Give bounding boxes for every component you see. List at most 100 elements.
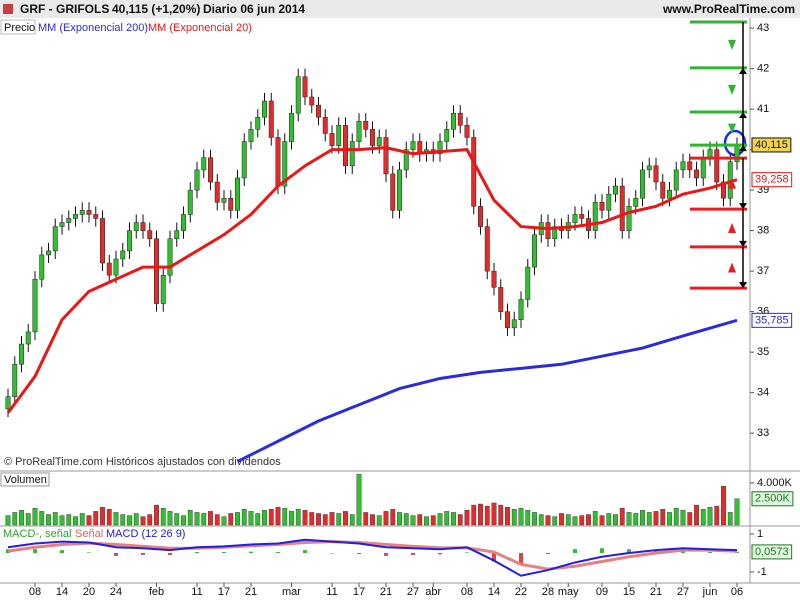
candle-body bbox=[606, 193, 612, 211]
candle-body bbox=[39, 254, 45, 280]
header: GRF - GRIFOLS 40,115 (+1,20%) Diario 06 … bbox=[3, 2, 795, 16]
candle-body bbox=[505, 311, 510, 329]
x-tick-label: feb bbox=[149, 586, 164, 598]
moving-average bbox=[6, 146, 738, 414]
candle-body bbox=[46, 250, 51, 256]
legend-entry: MM (Exponencial 200) bbox=[38, 22, 148, 34]
candle-body bbox=[552, 226, 558, 239]
candle-body bbox=[255, 116, 261, 130]
candle-body bbox=[120, 250, 126, 260]
x-tick-label: 20 bbox=[83, 586, 95, 598]
legend-entry: Señal bbox=[75, 528, 103, 540]
histogram-bar bbox=[546, 552, 550, 554]
candle-body bbox=[140, 222, 146, 231]
candle-body bbox=[457, 112, 463, 126]
histogram-bar bbox=[627, 549, 631, 553]
x-tick-label: may bbox=[558, 586, 579, 598]
x-tick-label: 14 bbox=[488, 586, 500, 598]
histogram-bar bbox=[87, 552, 91, 553]
candle-body bbox=[653, 165, 659, 183]
volume-bar bbox=[491, 502, 497, 526]
volume-bar bbox=[707, 506, 713, 526]
histogram-bar bbox=[33, 549, 37, 553]
volume-bar bbox=[127, 515, 132, 526]
candle-body bbox=[25, 331, 31, 345]
candle-body bbox=[599, 202, 605, 211]
volume-bar bbox=[52, 512, 58, 526]
y-tick-label: 42 bbox=[757, 63, 769, 75]
volume-bar bbox=[424, 516, 429, 526]
price-plot bbox=[5, 68, 740, 463]
volume-bar bbox=[727, 512, 733, 526]
volume-bar bbox=[268, 509, 274, 526]
volume-bar bbox=[120, 514, 126, 526]
x-tick-label: 22 bbox=[515, 586, 527, 598]
legend-entry: MM (Exponencial 20) bbox=[148, 22, 252, 34]
candle-body bbox=[187, 189, 193, 215]
panel-title-box bbox=[0, 472, 50, 487]
volume-bar bbox=[626, 512, 632, 526]
volume-bar bbox=[417, 514, 423, 526]
volume-bar bbox=[221, 516, 227, 526]
volume-bar bbox=[484, 505, 490, 526]
histogram-bar bbox=[735, 551, 739, 553]
volume-bar bbox=[545, 515, 551, 526]
symbol: GRF - GRIFOLS bbox=[20, 2, 109, 16]
x-tick-label: 15 bbox=[623, 586, 635, 598]
x-tick-label: 17 bbox=[218, 586, 230, 598]
candle-body bbox=[86, 210, 92, 215]
candle-body bbox=[714, 149, 720, 183]
candle-body bbox=[100, 218, 105, 264]
volume-bar bbox=[680, 510, 686, 526]
volume-bar bbox=[343, 511, 348, 526]
volume-bar bbox=[59, 515, 65, 526]
candle-body bbox=[370, 129, 375, 146]
x-tick-label: 27 bbox=[677, 586, 689, 598]
volume-bar bbox=[336, 513, 342, 526]
candle-body bbox=[262, 100, 267, 118]
candle-body bbox=[275, 137, 281, 187]
last-value-label: 35,785 bbox=[755, 314, 789, 326]
volume-bar bbox=[93, 511, 99, 526]
candle-body bbox=[147, 230, 153, 239]
candle-body bbox=[680, 161, 686, 171]
volume-bar bbox=[228, 513, 234, 526]
candle-body bbox=[363, 121, 369, 130]
y-tick-label: 41 bbox=[757, 103, 769, 115]
histogram-bar bbox=[114, 552, 118, 556]
volume-bar bbox=[410, 515, 416, 526]
x-tick-label: 08 bbox=[29, 586, 41, 598]
candle-body bbox=[592, 202, 598, 231]
volume-bar bbox=[613, 514, 618, 526]
volume-bar bbox=[289, 511, 294, 526]
quote: 40,115 (+1,20%) bbox=[112, 2, 200, 16]
candle-body bbox=[133, 222, 139, 231]
candle-body bbox=[208, 157, 213, 183]
x-tick-label: 14 bbox=[56, 586, 68, 598]
symbol-icon bbox=[3, 4, 13, 14]
candle-body bbox=[464, 125, 470, 138]
x-tick-label: 27 bbox=[407, 586, 419, 598]
volume-bar bbox=[32, 508, 38, 526]
volume-bar bbox=[181, 515, 186, 526]
last-value-box bbox=[751, 137, 792, 153]
volume-bar bbox=[66, 514, 72, 526]
volume-bar bbox=[565, 514, 571, 526]
candle-body bbox=[79, 210, 85, 215]
candle-body bbox=[646, 165, 652, 171]
y-tick-label: 4.000K bbox=[757, 477, 793, 489]
candle-body bbox=[248, 129, 254, 142]
volume-bar bbox=[471, 504, 477, 526]
candle-body bbox=[167, 238, 173, 276]
level-icon bbox=[728, 223, 736, 234]
volume-bar bbox=[214, 514, 220, 526]
candle-body bbox=[626, 206, 632, 231]
legend-entry: MACD (12 26 9) bbox=[106, 528, 185, 540]
level-icon bbox=[728, 84, 736, 95]
volume-bar bbox=[511, 509, 517, 526]
volume-bar bbox=[640, 510, 645, 526]
level-arrowhead bbox=[739, 145, 747, 152]
y-tick-label: 35 bbox=[757, 346, 769, 358]
candle-body bbox=[282, 141, 288, 187]
